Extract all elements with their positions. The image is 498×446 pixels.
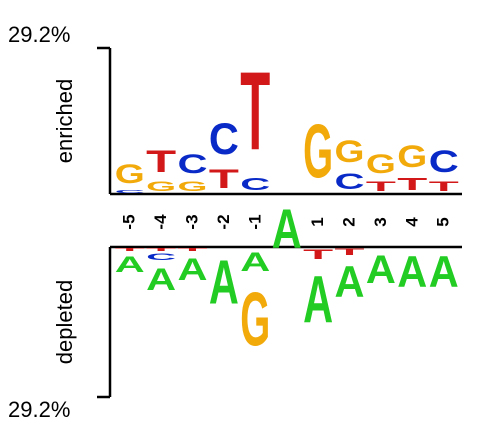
letter-c: C <box>146 252 176 262</box>
depleted-label: depleted <box>52 280 77 364</box>
letter-a: A <box>209 248 239 317</box>
position-tick-label: -2 <box>214 214 233 229</box>
position-tick-label: 4 <box>402 217 421 227</box>
position-tick-label: 2 <box>340 217 359 226</box>
letter-a: A <box>366 247 396 292</box>
letter-t: T <box>397 174 428 194</box>
logo-axes <box>97 46 462 399</box>
position-tick-label: -1 <box>245 214 264 229</box>
letter-t: T <box>115 247 145 252</box>
position-tick-label: 3 <box>371 217 390 226</box>
letter-a: A <box>429 248 459 298</box>
position-tick-label: 1 <box>308 217 327 226</box>
letter-t: T <box>146 144 176 179</box>
letter-a: A <box>335 258 365 308</box>
position-tick-label: -4 <box>151 214 170 230</box>
letter-a: A <box>272 198 302 260</box>
letter-t: T <box>429 179 459 194</box>
enriched-label: enriched <box>52 79 77 163</box>
letter-a: A <box>146 262 176 297</box>
position-tick-label: -5 <box>120 214 139 229</box>
letter-a: A <box>178 252 208 287</box>
letter-a: A <box>115 253 145 278</box>
letter-g: G <box>178 179 208 194</box>
letter-t: T <box>335 247 366 257</box>
letter-g: G <box>240 277 270 361</box>
position-tick-labels: -5 -4 -3 -2 -1 1 2 3 4 5 <box>120 214 453 230</box>
letter-g: G <box>335 135 365 170</box>
position-tick-label: 5 <box>434 217 453 226</box>
letter-c: C <box>429 144 459 179</box>
letter-g: G <box>366 150 396 180</box>
letter-c: C <box>335 170 365 195</box>
letter-t: T <box>366 179 396 194</box>
letter-a: A <box>303 262 333 337</box>
letter-t: T <box>303 247 333 262</box>
letter-c: C <box>178 149 208 179</box>
letter-c: C <box>209 115 239 165</box>
letter-a: A <box>240 247 270 277</box>
letter-c: C <box>240 174 270 194</box>
letter-g: G <box>146 179 176 194</box>
letter-c: C <box>115 189 145 194</box>
letter-t: T <box>178 247 208 252</box>
letter-a: A <box>397 248 427 298</box>
letter-t: T <box>146 247 176 252</box>
letter-t: T <box>240 50 270 174</box>
position-tick-label: -3 <box>183 214 202 229</box>
scale-bottom-label: 29.2% <box>8 397 70 422</box>
letter-g: G <box>303 109 333 193</box>
letter-t: T <box>209 164 239 194</box>
letter-g: G <box>115 160 145 190</box>
scale-top-label: 29.2% <box>8 22 70 47</box>
letter-g: G <box>397 140 427 175</box>
